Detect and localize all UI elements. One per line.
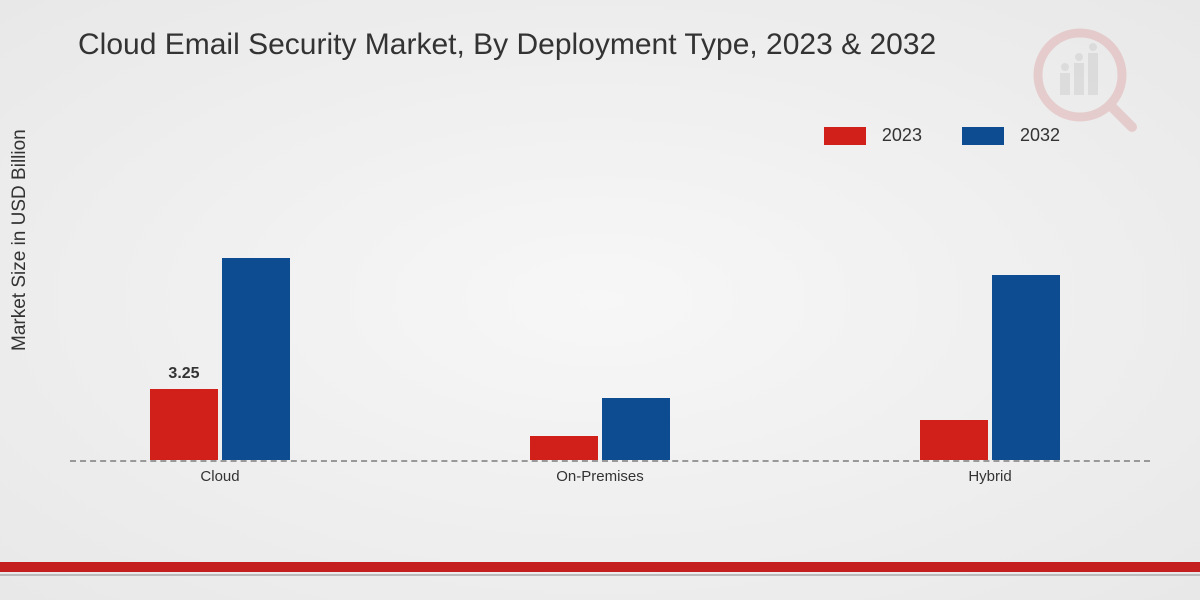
legend-label-2023: 2023 bbox=[882, 125, 922, 146]
x-label-onpremises: On-Premises bbox=[556, 468, 644, 485]
bar-group-onpremises bbox=[530, 398, 670, 460]
baseline bbox=[70, 460, 1150, 462]
value-label-cloud-2023: 3.25 bbox=[168, 365, 199, 383]
footer-bar bbox=[0, 562, 1200, 572]
legend-item-2032: 2032 bbox=[962, 125, 1060, 146]
bar-group-hybrid bbox=[920, 275, 1060, 460]
bar-cloud-2023 bbox=[150, 389, 218, 461]
bar-hybrid-2032 bbox=[992, 275, 1060, 460]
bar-group-cloud bbox=[150, 258, 290, 460]
chart-area: 3.25 Cloud On-Premises Hybrid bbox=[70, 170, 1150, 500]
y-axis-label: Market Size in USD Billion bbox=[9, 129, 31, 351]
legend-item-2023: 2023 bbox=[824, 125, 922, 146]
footer-line bbox=[0, 574, 1200, 576]
x-label-cloud: Cloud bbox=[200, 468, 239, 485]
legend-swatch-2032 bbox=[962, 127, 1004, 145]
bar-cloud-2032 bbox=[222, 258, 290, 460]
legend-label-2032: 2032 bbox=[1020, 125, 1060, 146]
legend-swatch-2023 bbox=[824, 127, 866, 145]
x-label-hybrid: Hybrid bbox=[968, 468, 1011, 485]
bar-onpremises-2032 bbox=[602, 398, 670, 460]
watermark-logo bbox=[1030, 25, 1140, 140]
bar-hybrid-2023 bbox=[920, 420, 988, 460]
bar-onpremises-2023 bbox=[530, 436, 598, 460]
legend: 2023 2032 bbox=[824, 125, 1060, 146]
chart-title: Cloud Email Security Market, By Deployme… bbox=[78, 28, 936, 62]
